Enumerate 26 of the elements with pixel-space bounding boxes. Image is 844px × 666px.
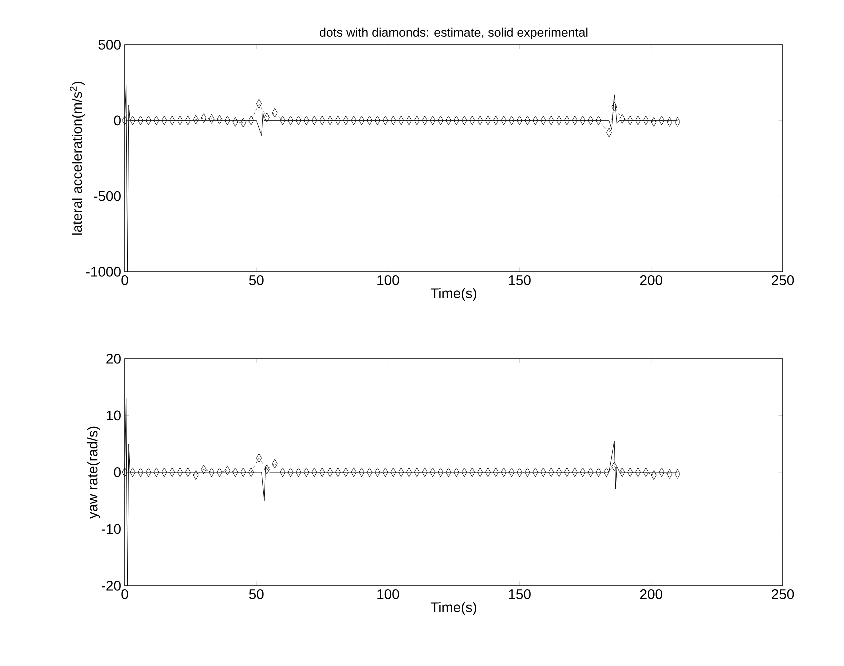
y-axis-title: lateral acceleration(m/s$^{2}$) (70, 82, 85, 235)
y-tick-label: 20 (106, 354, 121, 364)
x-tick-label: 150 (509, 589, 531, 600)
x-tick-label: 250 (772, 589, 794, 600)
x-tick-label: 200 (640, 275, 662, 286)
x-tick-label: 250 (772, 275, 794, 286)
y-tick-label: -1000 (86, 267, 121, 277)
x-tick-label: 150 (509, 275, 531, 286)
y-tick-label: 0 (114, 116, 121, 126)
chart-title: dots with diamonds: estimate, solid experimental (320, 28, 588, 40)
x-tick-label: 100 (378, 589, 400, 600)
x-tick-label: 50 (249, 275, 264, 286)
y-axis-title: yaw rate(rad/s) (87, 426, 100, 519)
y-tick-label: 10 (107, 410, 121, 421)
y-tick-label: -20 (102, 581, 121, 591)
x-tick-label: 100 (378, 275, 400, 286)
x-tick-label: 0 (122, 275, 128, 286)
y-tick-label: 0 (114, 468, 121, 478)
x-axis-title: Time(s) (430, 288, 477, 302)
x-tick-label: 50 (249, 589, 264, 600)
x-tick-label: 0 (122, 589, 128, 600)
y-tick-label: -10 (102, 524, 121, 534)
x-axis-title: Time(s) (430, 602, 477, 616)
y-tick-label: -500 (94, 191, 121, 202)
y-tick-label: 500 (98, 40, 121, 50)
x-tick-label: 200 (640, 589, 662, 600)
